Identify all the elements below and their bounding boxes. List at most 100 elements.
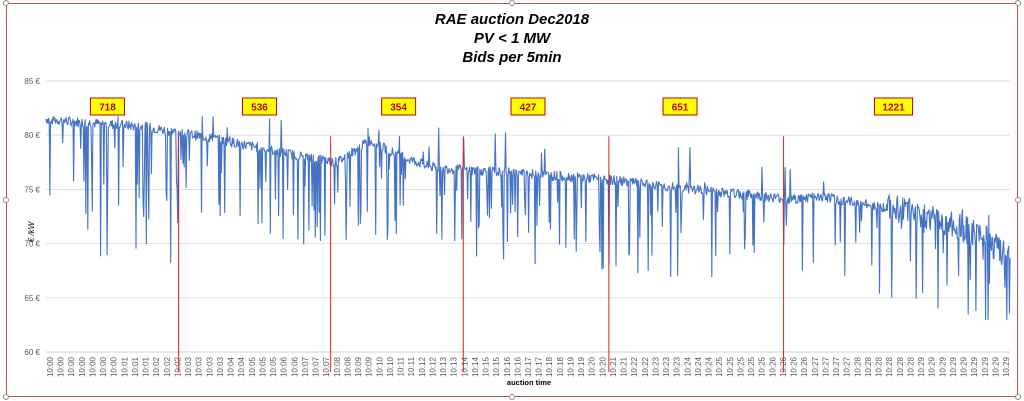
x-tick-label: 10:05 xyxy=(269,356,278,377)
x-tick-label: 10:26 xyxy=(768,356,777,377)
x-tick-label: 10:25 xyxy=(726,356,735,377)
bid-count-box: 354 xyxy=(381,97,417,116)
x-tick-label: 10:01 xyxy=(142,356,151,377)
x-tick-label: 10:00 xyxy=(78,356,87,377)
x-tick-label: 10:27 xyxy=(821,356,830,377)
x-tick-label: 10:20 xyxy=(598,356,607,377)
x-tick-label: 10:23 xyxy=(662,356,671,377)
bid-count-label: 427 xyxy=(520,103,537,114)
x-tick-label: 10:25 xyxy=(736,356,745,377)
resize-handle-top-right[interactable] xyxy=(1015,0,1021,6)
x-tick-label: 10:00 xyxy=(57,356,66,377)
x-tick-label: 10:14 xyxy=(460,356,469,377)
x-tick-label: 10:29 xyxy=(981,356,990,377)
x-tick-label: 10:11 xyxy=(407,356,416,376)
x-tick-label: 10:25 xyxy=(715,356,724,377)
bid-count-box-bg xyxy=(510,97,546,116)
bid-count-labels: 718 536 354 427 651 1221 xyxy=(89,97,914,116)
x-tick-label: 10:21 xyxy=(620,356,629,377)
x-axis-ticks: 10:00 10:00 10:00 10:00 10:00 10:00 10:00 10:01… xyxy=(46,356,1011,377)
x-tick-label: 10:13 xyxy=(439,356,448,377)
x-tick-label: 10:03 xyxy=(205,356,214,377)
x-tick-label: 10:00 xyxy=(88,356,97,377)
resize-handle-top-left[interactable] xyxy=(3,0,9,6)
x-tick-label: 10:06 xyxy=(290,356,299,377)
x-tick-label: 10:24 xyxy=(694,356,703,377)
x-tick-label: 10:28 xyxy=(853,356,862,377)
x-tick-label: 10:07 xyxy=(322,356,331,377)
x-tick-label: 10:00 xyxy=(99,356,108,377)
x-tick-label: 10:05 xyxy=(248,356,257,377)
y-tick-label: 80 € xyxy=(24,131,40,140)
bid-count-box: 536 xyxy=(242,97,278,116)
bid-count-label: 651 xyxy=(672,103,689,114)
x-tick-label: 10:28 xyxy=(864,356,873,377)
x-tick-label: 10:02 xyxy=(163,356,172,377)
x-tick-label: 10:29 xyxy=(917,356,926,377)
x-tick-label: 10:16 xyxy=(503,356,512,377)
x-tick-label: 10:23 xyxy=(651,356,660,377)
y-tick-label: 85 € xyxy=(24,77,40,86)
x-tick-label: 10:29 xyxy=(938,356,947,377)
chart-title-line-3: Bids per 5min xyxy=(462,49,562,66)
bid-count-box-bg xyxy=(662,97,698,116)
x-tick-label: 10:21 xyxy=(609,356,618,377)
chart-title: RAE auction Dec2018 PV < 1 MW Bids per 5… xyxy=(0,10,1024,67)
x-tick-label: 10:24 xyxy=(705,356,714,377)
x-tick-label: 10:22 xyxy=(641,356,650,377)
x-tick-label: 10:07 xyxy=(312,356,321,377)
bid-count-label: 1221 xyxy=(882,103,905,114)
resize-handle-bottom-center[interactable] xyxy=(509,394,515,400)
x-tick-label: 10:19 xyxy=(577,356,586,377)
x-tick-label: 10:29 xyxy=(960,356,969,377)
x-tick-label: 10:01 xyxy=(120,356,129,377)
resize-handle-middle-left[interactable] xyxy=(3,197,9,203)
bid-count-label: 718 xyxy=(99,103,116,114)
bid-count-box-bg xyxy=(874,97,914,116)
x-tick-label: 10:22 xyxy=(630,356,639,377)
x-tick-label: 10:28 xyxy=(885,356,894,377)
x-tick-label: 10:18 xyxy=(545,356,554,377)
x-tick-label: 10:03 xyxy=(216,356,225,377)
x-tick-label: 10:25 xyxy=(758,356,767,377)
resize-handle-middle-right[interactable] xyxy=(1015,197,1021,203)
x-tick-label: 10:08 xyxy=(333,356,342,377)
y-tick-label: 75 € xyxy=(24,185,40,194)
resize-handle-top-center[interactable] xyxy=(509,0,515,6)
bid-count-label: 536 xyxy=(251,103,268,114)
x-tick-label: 10:19 xyxy=(566,356,575,377)
x-tick-label: 10:17 xyxy=(535,356,544,377)
x-tick-label: 10:09 xyxy=(365,356,374,377)
x-tick-label: 10:15 xyxy=(492,356,501,377)
x-tick-label: 10:09 xyxy=(354,356,363,377)
x-tick-label: 10:06 xyxy=(280,356,289,377)
x-tick-label: 10:04 xyxy=(237,356,246,377)
x-tick-label: 10:26 xyxy=(790,356,799,377)
x-tick-label: 10:24 xyxy=(683,356,692,377)
x-tick-label: 10:26 xyxy=(800,356,809,377)
x-tick-label: 10:25 xyxy=(747,356,756,377)
x-tick-label: 10:05 xyxy=(258,356,267,377)
y-tick-label: 65 € xyxy=(24,294,40,303)
x-tick-label: 10:01 xyxy=(131,356,140,377)
x-tick-label: 10:16 xyxy=(513,356,522,377)
x-tick-label: 10:12 xyxy=(428,356,437,377)
bid-count-box: 1221 xyxy=(874,97,914,116)
x-tick-label: 10:12 xyxy=(418,356,427,377)
x-tick-label: 10:29 xyxy=(991,356,1000,377)
y-tick-label: 70 € xyxy=(24,240,40,249)
y-tick-label: 60 € xyxy=(24,348,40,357)
x-tick-label: 10:13 xyxy=(450,356,459,377)
x-tick-label: 10:00 xyxy=(110,356,119,377)
bid-count-box: 651 xyxy=(662,97,698,116)
x-tick-label: 10:02 xyxy=(152,356,161,377)
x-tick-label: 10:07 xyxy=(301,356,310,377)
bid-count-box-bg xyxy=(89,97,125,116)
y-axis-label: € /kW xyxy=(27,220,36,242)
x-tick-label: 10:10 xyxy=(386,356,395,377)
resize-handle-bottom-left[interactable] xyxy=(3,394,9,400)
x-tick-label: 10:20 xyxy=(588,356,597,377)
resize-handle-bottom-right[interactable] xyxy=(1015,394,1021,400)
x-axis-label: auction time xyxy=(507,378,551,387)
x-tick-label: 10:00 xyxy=(46,356,55,377)
